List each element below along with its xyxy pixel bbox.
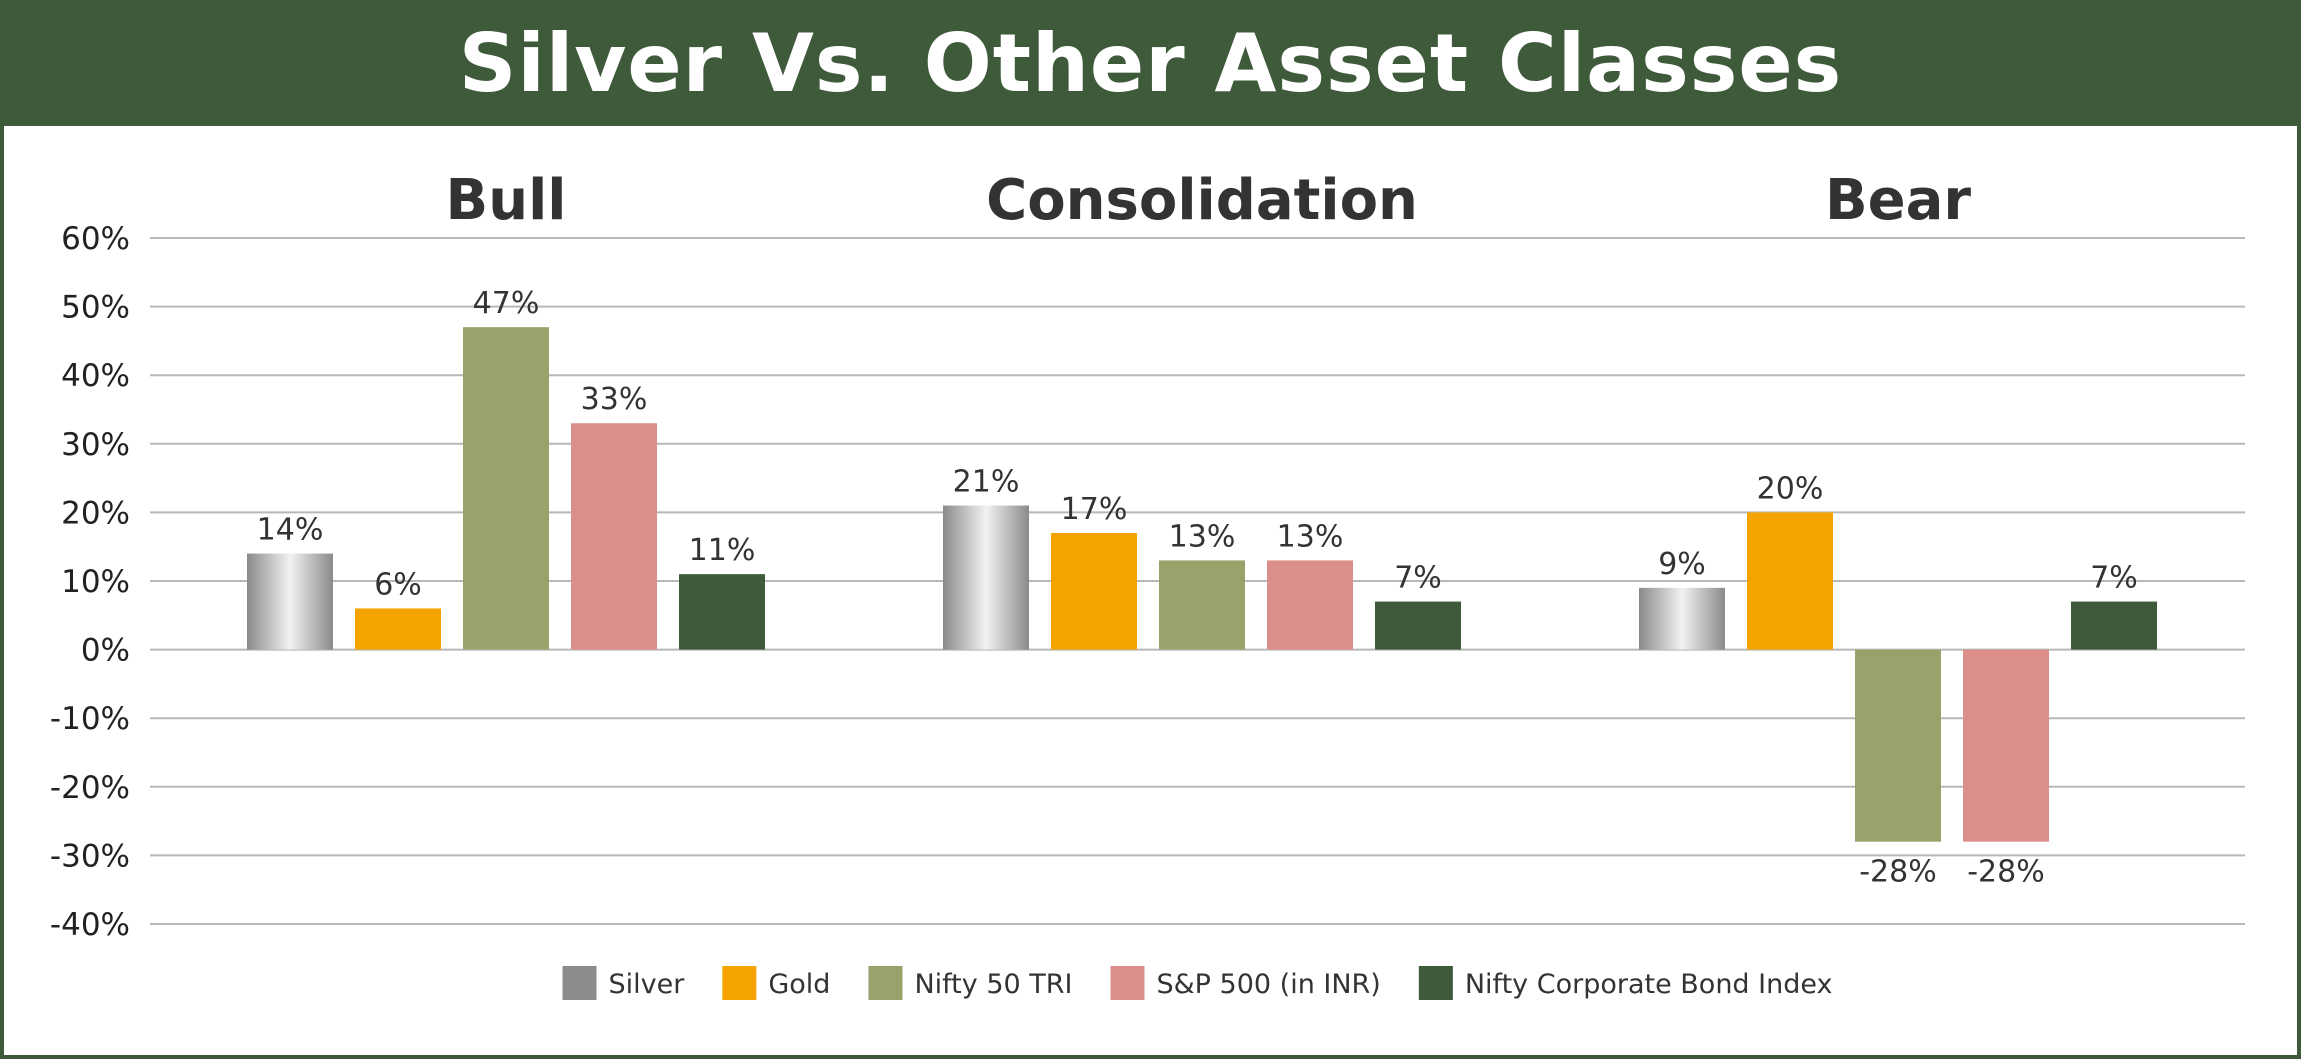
chart-title: Silver Vs. Other Asset Classes xyxy=(458,16,1843,110)
y-tick-label: 60% xyxy=(61,221,130,257)
panel-title-consolidation: Consolidation xyxy=(986,168,1418,233)
data-label-bull-gold: 6% xyxy=(374,567,422,602)
bar-consolidation-nifty-corporate-bond-index xyxy=(1375,601,1461,650)
bar-bear-gold xyxy=(1747,512,1833,650)
y-tick-label: -30% xyxy=(50,838,130,874)
data-label-bull-nifty-50-tri: 47% xyxy=(473,286,540,321)
y-tick-label: 20% xyxy=(61,495,130,531)
data-labels: 14% 6% 47% 33% 11% 21% 17% 13% 13% 7% 9% 20% -28% -28… xyxy=(257,286,2138,890)
data-label-bear-silver: 9% xyxy=(1658,547,1706,582)
bars xyxy=(247,327,2157,842)
legend-swatch-gold xyxy=(722,966,757,1000)
y-tick-label: 30% xyxy=(61,427,130,463)
data-label-consolidation-nifty-corporate-bond-index: 7% xyxy=(1394,561,1442,596)
panel-titles: Bull Consolidation Bear xyxy=(446,168,1972,233)
legend-label-silver: Silver xyxy=(609,969,686,1000)
data-label-bull-silver: 14% xyxy=(257,513,324,548)
y-tick-label: 40% xyxy=(61,358,130,394)
bar-consolidation-silver xyxy=(943,505,1029,650)
data-label-consolidation-gold: 17% xyxy=(1061,492,1128,527)
bar-consolidation-nifty-50-tri xyxy=(1159,560,1245,650)
data-label-consolidation-sandp-500-in-inr: 13% xyxy=(1277,519,1344,554)
data-label-bear-nifty-corporate-bond-index: 7% xyxy=(2090,561,2138,596)
y-tick-label: 0% xyxy=(81,633,130,669)
legend-label-nifty-corporate-bond-index: Nifty Corporate Bond Index xyxy=(1465,969,1833,1000)
bar-bull-gold xyxy=(355,608,441,650)
bar-bear-nifty-corporate-bond-index xyxy=(2071,601,2157,650)
data-label-bear-sandp-500-in-inr: -28% xyxy=(1967,855,2045,890)
panel-title-bull: Bull xyxy=(446,168,567,233)
legend-label-sandp-500-in-inr: S&P 500 (in INR) xyxy=(1156,969,1380,1000)
y-tick-label: 10% xyxy=(61,564,130,600)
y-tick-label: -20% xyxy=(50,770,130,806)
y-tick-label: 50% xyxy=(61,290,130,326)
bar-bear-silver xyxy=(1639,587,1725,650)
title-bar: Silver Vs. Other Asset Classes xyxy=(0,0,2301,126)
bar-bear-sandp-500-in-inr xyxy=(1963,649,2049,842)
bar-bear-nifty-50-tri xyxy=(1855,649,1941,842)
data-label-consolidation-nifty-50-tri: 13% xyxy=(1169,519,1236,554)
bar-bull-silver xyxy=(247,553,333,650)
bar-bull-sandp-500-in-inr xyxy=(571,423,657,650)
data-label-bull-nifty-corporate-bond-index: 11% xyxy=(689,533,756,568)
legend-label-gold: Gold xyxy=(768,969,830,1000)
bar-bull-nifty-corporate-bond-index xyxy=(679,574,765,650)
data-label-bear-gold: 20% xyxy=(1757,471,1824,506)
data-label-bear-nifty-50-tri: -28% xyxy=(1859,855,1937,890)
bar-bull-nifty-50-tri xyxy=(463,327,549,650)
data-label-bull-sandp-500-in-inr: 33% xyxy=(581,382,648,417)
data-label-consolidation-silver: 21% xyxy=(953,465,1020,500)
legend-swatch-nifty-corporate-bond-index xyxy=(1418,966,1453,1000)
panel-title-bear: Bear xyxy=(1825,168,1971,233)
legend: Silver Gold Nifty 50 TRI S&P 500 (in INR) Ni… xyxy=(562,966,1833,1000)
legend-label-nifty-50-tri: Nifty 50 TRI xyxy=(914,969,1072,1000)
bar-consolidation-gold xyxy=(1051,532,1137,650)
legend-swatch-nifty-50-tri xyxy=(868,966,903,1000)
legend-swatch-sandp-500-in-inr xyxy=(1110,966,1145,1000)
y-tick-label: -40% xyxy=(50,907,130,943)
y-axis: 60% 50% 40% 30% 20% 10% 0% -10% -20% -30% -40% xyxy=(50,221,130,943)
legend-swatch-silver xyxy=(562,966,597,1000)
y-tick-label: -10% xyxy=(50,701,130,737)
bar-consolidation-sandp-500-in-inr xyxy=(1267,560,1353,650)
